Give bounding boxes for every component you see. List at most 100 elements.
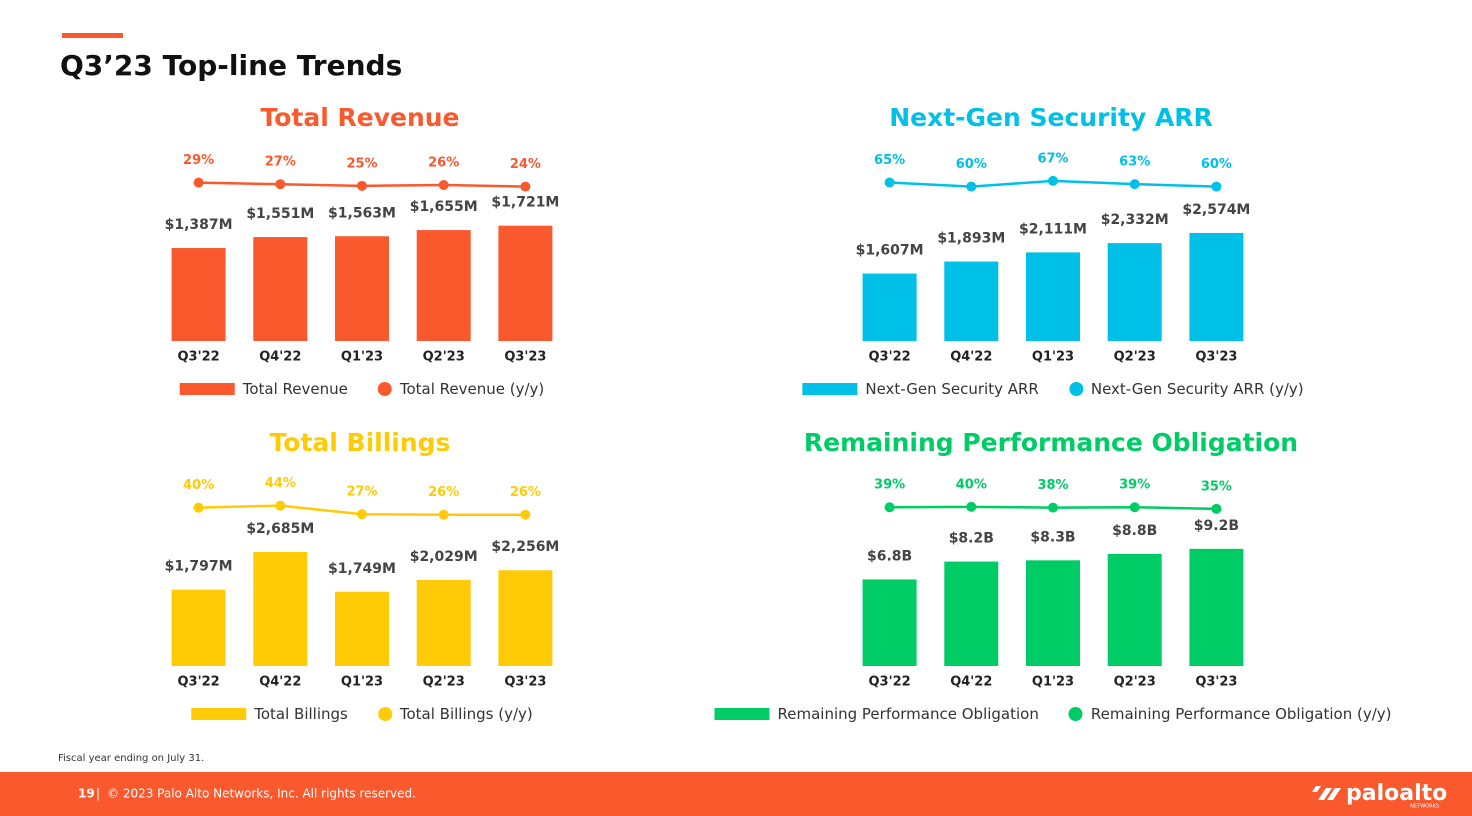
line-point <box>1048 502 1058 513</box>
x-tick-label: Q2'23 <box>423 675 465 690</box>
data-label: $1,387M <box>165 217 233 233</box>
data-label: 24% <box>510 157 541 172</box>
line-point <box>275 179 286 190</box>
bar <box>1026 560 1080 666</box>
data-label: $2,111M <box>1019 221 1087 237</box>
legend-swatch <box>714 708 770 720</box>
bar <box>1189 232 1244 341</box>
data-label: 44% <box>265 476 296 491</box>
data-label: 25% <box>346 156 377 171</box>
footer-bar <box>0 772 1472 816</box>
legend: Total Revenue Total Revenue (y/y) <box>179 380 545 398</box>
legend-swatch <box>179 383 235 395</box>
x-tick-label: Q4'22 <box>950 350 992 365</box>
bar <box>862 273 917 341</box>
data-label: $1,893M <box>937 231 1005 247</box>
line-point <box>357 180 367 191</box>
legend-label: Total Billings <box>254 705 348 723</box>
data-label: $6.8B <box>867 548 912 564</box>
x-tick-label: Q3'22 <box>869 350 911 365</box>
data-label: $8.2B <box>949 531 994 547</box>
legend-swatch <box>802 383 858 395</box>
slide-title: Q3’23 Top-line Trends <box>60 49 402 82</box>
line-point <box>357 509 367 520</box>
bar <box>335 236 389 341</box>
bar <box>253 237 308 341</box>
data-label: 27% <box>265 155 296 170</box>
chart-title: Next-Gen Security ARR <box>889 103 1213 132</box>
chart-title: Remaining Performance Obligation <box>804 428 1298 457</box>
bar <box>498 570 553 666</box>
line-point <box>1048 175 1058 186</box>
x-tick-label: Q1'23 <box>1032 350 1074 365</box>
bar <box>862 579 917 666</box>
data-label: $2,256M <box>491 539 559 555</box>
legend-label: Remaining Performance Obligation (y/y) <box>1090 705 1392 723</box>
data-label: $1,563M <box>328 205 396 221</box>
x-tick-label: Q1'23 <box>341 675 383 690</box>
data-label: 39% <box>874 478 905 493</box>
title-accent <box>62 33 123 38</box>
bar <box>1189 548 1244 666</box>
x-tick-label: Q2'23 <box>423 350 465 365</box>
bar <box>1107 553 1162 666</box>
legend-label: Total Revenue (y/y) <box>399 380 545 398</box>
x-tick-label: Q3'22 <box>178 675 220 690</box>
bar <box>944 561 999 666</box>
bar <box>253 552 308 666</box>
bar <box>335 591 389 666</box>
bar <box>416 579 471 666</box>
data-label: 26% <box>510 485 541 500</box>
data-label: 29% <box>183 153 214 168</box>
data-label: 60% <box>1201 157 1232 172</box>
data-label: 63% <box>1119 155 1150 170</box>
line-point <box>966 181 977 192</box>
legend-label: Total Billings (y/y) <box>399 705 533 723</box>
x-tick-label: Q4'22 <box>950 675 992 690</box>
legend-dot <box>1068 382 1083 396</box>
logo-icon <box>1312 786 1341 800</box>
data-label: $2,029M <box>410 549 478 565</box>
data-label: $2,685M <box>246 521 314 537</box>
line-point <box>966 501 977 512</box>
legend-dot <box>377 707 392 721</box>
chart-title: Total Billings <box>270 428 451 457</box>
data-label: 35% <box>1201 479 1232 494</box>
data-label: $8.3B <box>1030 529 1075 545</box>
x-tick-label: Q1'23 <box>341 350 383 365</box>
x-tick-label: Q2'23 <box>1114 350 1156 365</box>
line-point <box>193 177 204 188</box>
x-tick-label: Q3'23 <box>504 350 546 365</box>
data-label: $1,655M <box>410 199 478 215</box>
footer-separator: | <box>96 787 100 801</box>
page-number: 19 <box>78 787 95 801</box>
data-label: $2,332M <box>1101 212 1169 228</box>
x-tick-label: Q3'23 <box>1195 350 1237 365</box>
data-label: $1,749M <box>328 561 396 577</box>
line-point <box>438 509 449 520</box>
data-label: $2,574M <box>1182 202 1250 218</box>
data-label: 40% <box>956 477 987 492</box>
copyright: © 2023 Palo Alto Networks, Inc. All righ… <box>107 787 416 801</box>
x-tick-label: Q3'23 <box>504 675 546 690</box>
line-point <box>1211 181 1222 192</box>
legend-label: Remaining Performance Obligation <box>777 705 1039 723</box>
line-point <box>438 180 449 191</box>
legend: Next-Gen Security ARR Next-Gen Security A… <box>802 380 1304 398</box>
data-label: 67% <box>1037 151 1068 166</box>
legend-label: Next-Gen Security ARR (y/y) <box>1090 380 1304 398</box>
bar <box>1107 243 1162 341</box>
x-tick-label: Q2'23 <box>1114 675 1156 690</box>
legend-label: Next-Gen Security ARR <box>865 380 1039 398</box>
legend: Remaining Performance Obligation Remainin… <box>714 705 1392 723</box>
line-point <box>1211 503 1222 514</box>
line-point <box>520 509 531 520</box>
x-tick-label: Q3'22 <box>178 350 220 365</box>
legend: Total Billings Total Billings (y/y) <box>191 705 533 723</box>
bar <box>171 589 226 666</box>
x-tick-label: Q4'22 <box>259 350 301 365</box>
legend-label: Total Revenue <box>242 380 348 398</box>
data-label: 40% <box>183 478 214 493</box>
